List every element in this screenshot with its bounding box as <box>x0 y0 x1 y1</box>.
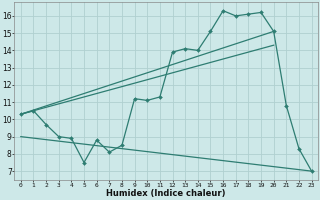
X-axis label: Humidex (Indice chaleur): Humidex (Indice chaleur) <box>107 189 226 198</box>
